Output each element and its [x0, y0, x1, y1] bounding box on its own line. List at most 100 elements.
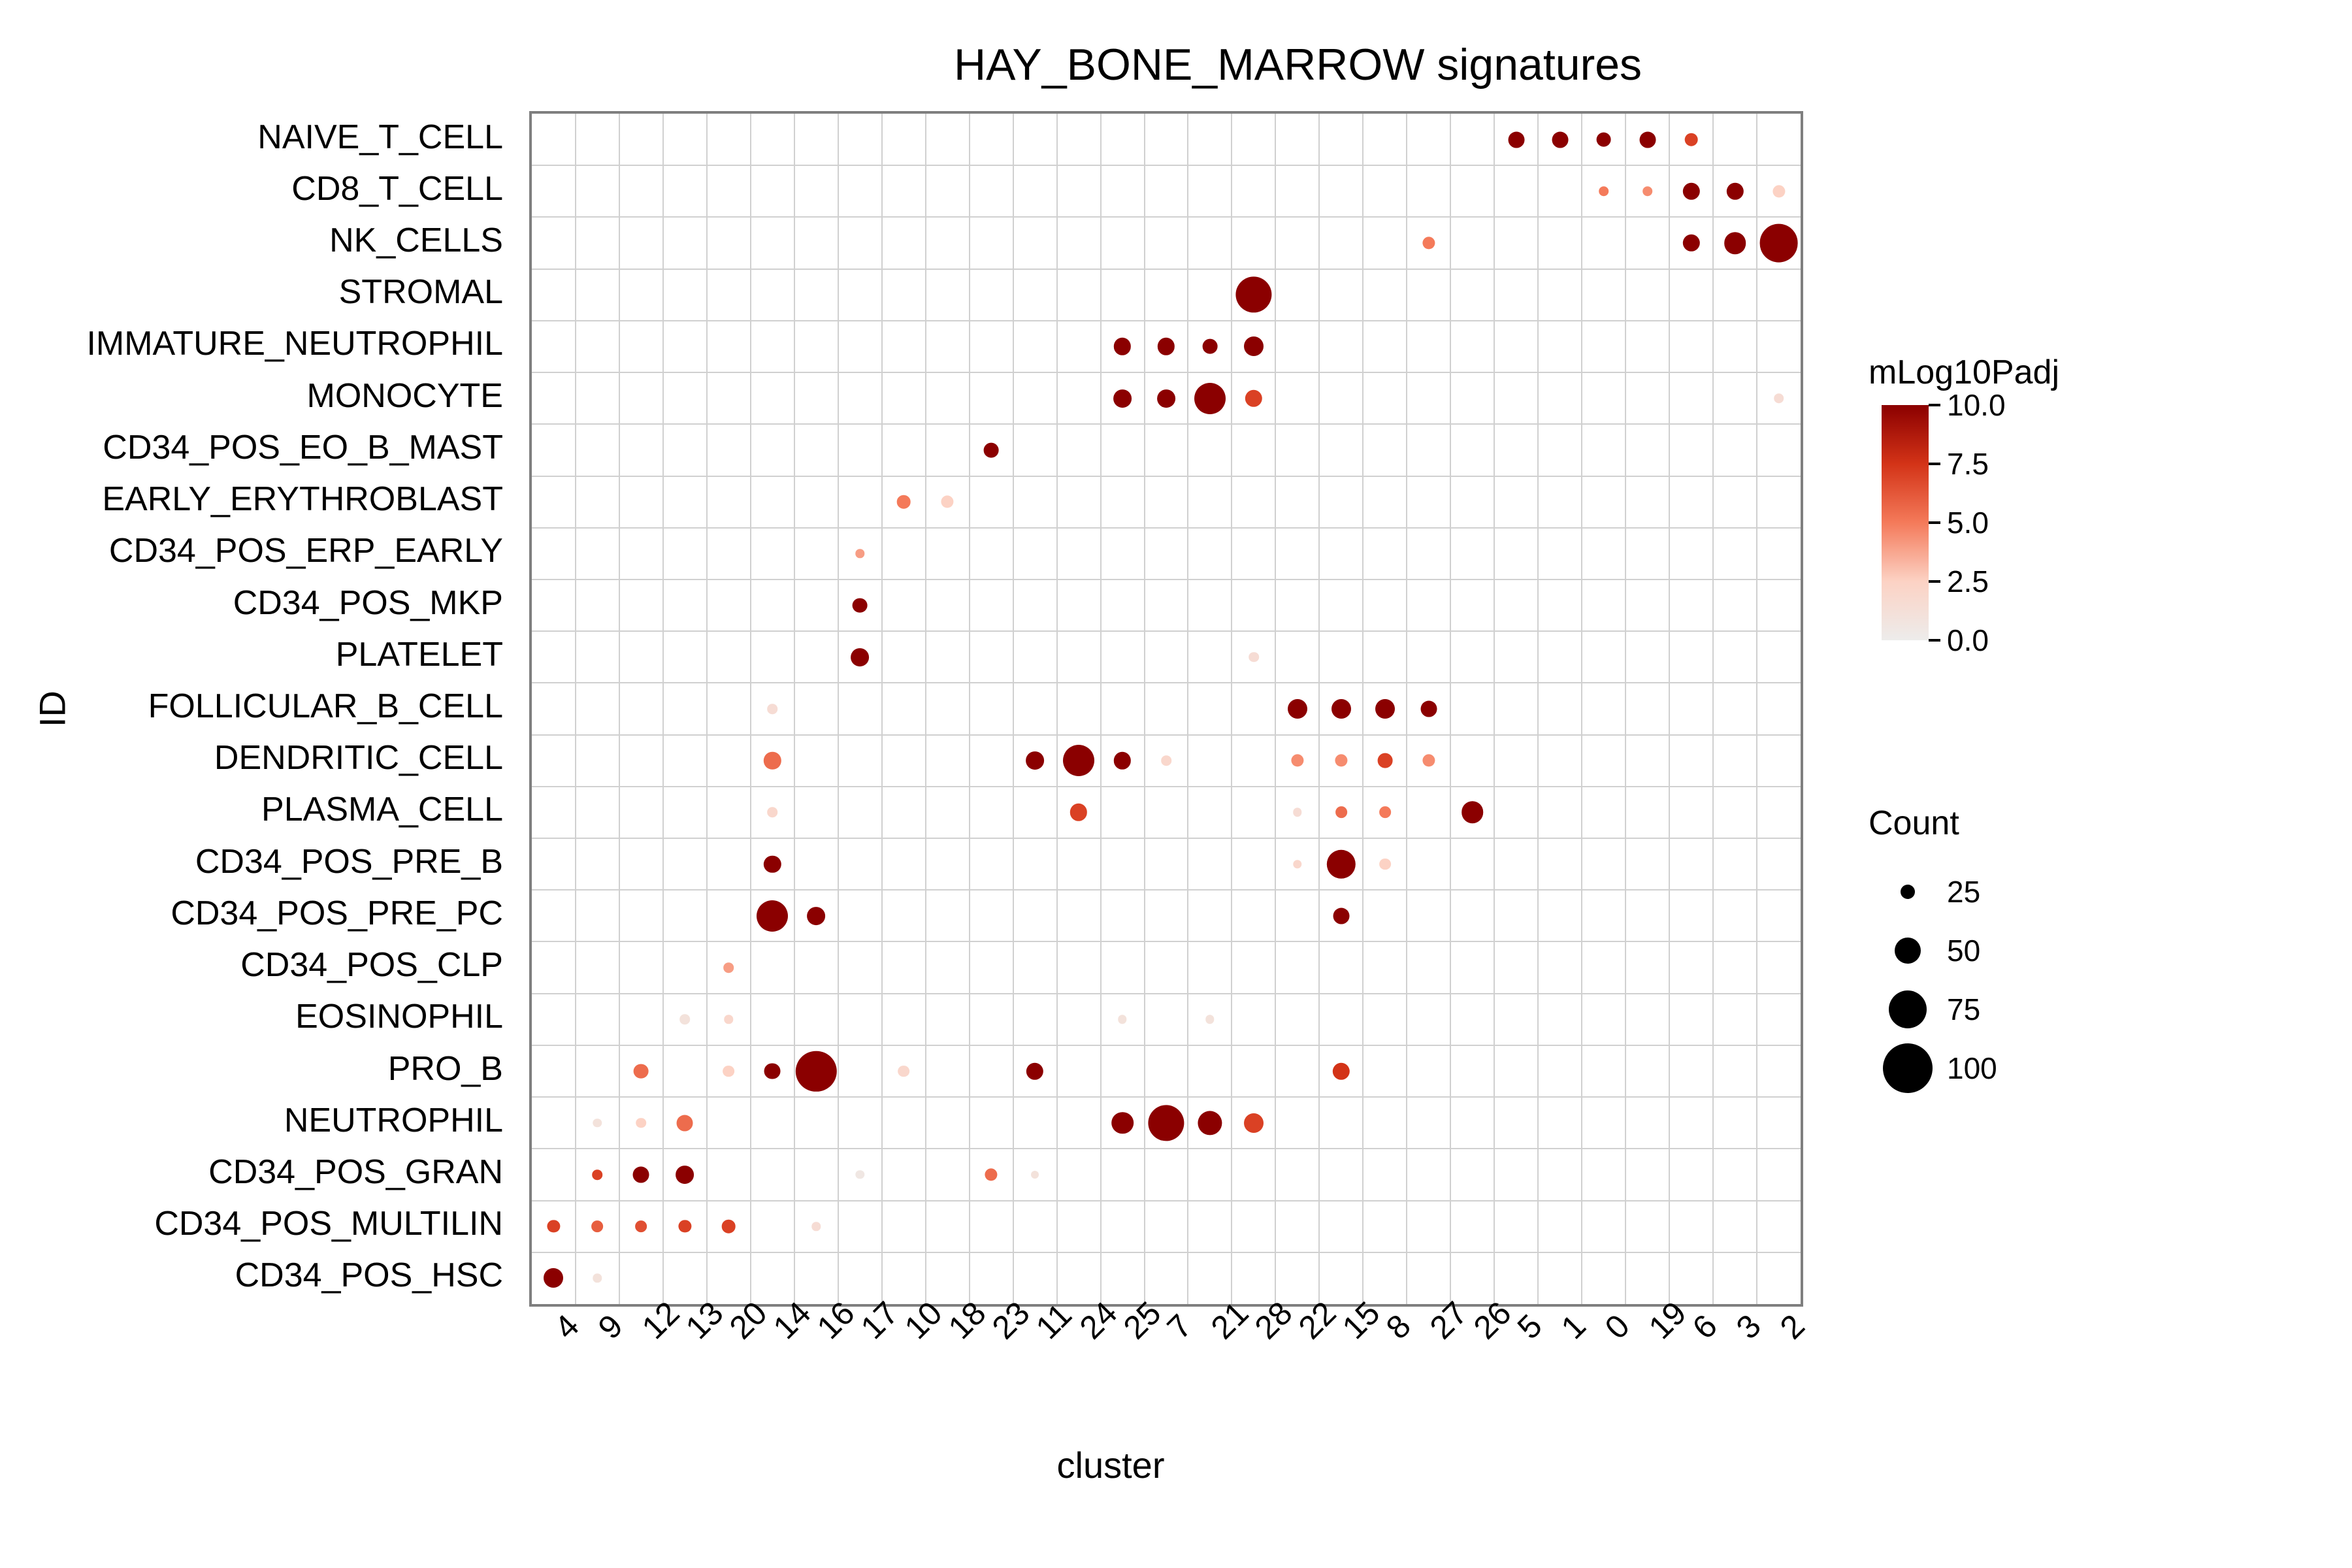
- x-tick-label: 5: [1510, 1307, 1550, 1347]
- y-tick-label: NK_CELLS: [329, 221, 503, 260]
- chart-container: HAY_BONE_MARROW signatures ID NAIVE_T_CE…: [0, 0, 2352, 1568]
- color-tick-label: 10.0: [1947, 387, 2006, 423]
- y-tick-label: IMMATURE_NEUTROPHIL: [86, 324, 503, 363]
- data-point: [1113, 389, 1132, 408]
- data-point: [985, 1168, 998, 1181]
- data-point: [1114, 752, 1131, 769]
- data-point: [1161, 755, 1171, 766]
- data-point: [1684, 133, 1698, 146]
- y-tick-label: CD34_POS_GRAN: [208, 1152, 503, 1192]
- data-point: [1462, 802, 1484, 824]
- data-point: [1070, 804, 1087, 821]
- size-legend-dot: [1901, 885, 1916, 900]
- data-point: [941, 496, 954, 508]
- data-point: [1063, 745, 1094, 776]
- size-legend-dot: [1895, 938, 1921, 964]
- data-point: [593, 1119, 602, 1127]
- data-point: [856, 1170, 864, 1179]
- data-point: [1642, 186, 1653, 197]
- y-tick-label: EARLY_ERYTHROBLAST: [102, 480, 503, 519]
- y-tick-label: DENDRITIC_CELL: [214, 738, 503, 777]
- data-point: [1552, 131, 1568, 148]
- size-legend-dot: [1883, 1043, 1933, 1094]
- data-point: [1420, 701, 1437, 717]
- data-point: [634, 1064, 649, 1079]
- data-point: [1379, 807, 1391, 819]
- plot-panel: [529, 111, 1803, 1307]
- size-legend-label: 100: [1947, 1051, 1997, 1086]
- data-point: [1333, 1062, 1350, 1079]
- y-tick-label: PRO_B: [388, 1049, 503, 1088]
- y-tick-label: CD34_POS_PRE_B: [195, 842, 503, 881]
- data-point: [593, 1169, 603, 1180]
- x-tick-label: 7: [1160, 1307, 1200, 1347]
- y-tick-label: STROMAL: [339, 272, 503, 312]
- data-point: [1157, 389, 1175, 408]
- data-point: [724, 962, 734, 973]
- y-tick-label: EOSINOPHIL: [295, 997, 503, 1036]
- color-tick-label: 7.5: [1947, 446, 1989, 482]
- data-point: [636, 1118, 647, 1128]
- data-point: [812, 1222, 821, 1230]
- size-legend-row: 75: [1869, 980, 2261, 1039]
- color-legend-title: mLog10Padj: [1869, 353, 2261, 392]
- data-point: [1118, 1015, 1126, 1024]
- data-point: [1288, 699, 1307, 719]
- data-point: [1759, 224, 1798, 263]
- color-bar: 0.02.55.07.510.0: [1882, 405, 1929, 640]
- x-tick-label: 0: [1597, 1307, 1637, 1347]
- data-point: [1375, 699, 1395, 719]
- chart-title: HAY_BONE_MARROW signatures: [954, 39, 1642, 90]
- data-point: [856, 549, 864, 558]
- data-point: [1327, 849, 1356, 878]
- x-tick-label: 1: [1554, 1307, 1593, 1347]
- x-tick-label: 3: [1729, 1307, 1769, 1347]
- data-point: [1508, 131, 1524, 148]
- data-point: [636, 1220, 647, 1232]
- data-point: [1335, 755, 1347, 767]
- data-point: [676, 1166, 694, 1184]
- data-point: [768, 704, 778, 714]
- size-legend-label: 75: [1947, 992, 1980, 1027]
- data-point: [723, 1066, 734, 1077]
- data-point: [1203, 339, 1218, 354]
- y-tick-label: CD34_POS_MULTILIN: [154, 1204, 503, 1243]
- color-tick-label: 0.0: [1947, 623, 1989, 658]
- data-point: [1111, 1112, 1134, 1134]
- data-point: [1422, 237, 1435, 249]
- data-point: [1682, 235, 1699, 252]
- y-axis-ticks: NAIVE_T_CELLCD8_T_CELLNK_CELLSSTROMALIMM…: [0, 111, 516, 1307]
- data-point: [1194, 383, 1226, 414]
- y-tick-label: PLASMA_CELL: [261, 790, 503, 829]
- data-point: [679, 1220, 691, 1233]
- data-point: [1205, 1015, 1214, 1024]
- data-point: [1774, 393, 1784, 404]
- data-point: [1724, 232, 1746, 254]
- data-point: [1291, 755, 1303, 767]
- data-point: [1031, 1171, 1039, 1179]
- data-point: [722, 1220, 736, 1233]
- color-gradient: [1882, 405, 1929, 640]
- data-point: [725, 1015, 733, 1024]
- data-point: [897, 495, 911, 509]
- data-point: [1026, 751, 1044, 770]
- data-point: [851, 648, 869, 666]
- x-tick-label: 4: [547, 1307, 587, 1347]
- data-point: [1114, 338, 1131, 355]
- data-point: [764, 752, 781, 769]
- data-point: [1377, 753, 1392, 768]
- y-tick-label: NEUTROPHIL: [284, 1101, 503, 1140]
- data-point: [1249, 652, 1259, 662]
- x-tick-label: 8: [1379, 1307, 1418, 1347]
- size-legend-rows: 255075100: [1869, 862, 2261, 1098]
- data-point: [680, 1015, 691, 1025]
- data-point: [1772, 185, 1785, 197]
- data-point: [1333, 907, 1349, 924]
- size-legend-row: 100: [1869, 1039, 2261, 1098]
- data-point: [1198, 1111, 1222, 1135]
- data-point: [1293, 808, 1301, 817]
- data-point: [547, 1220, 560, 1233]
- data-point: [1331, 699, 1351, 719]
- y-tick-label: CD8_T_CELL: [291, 169, 503, 208]
- y-tick-label: FOLLICULAR_B_CELL: [148, 687, 503, 726]
